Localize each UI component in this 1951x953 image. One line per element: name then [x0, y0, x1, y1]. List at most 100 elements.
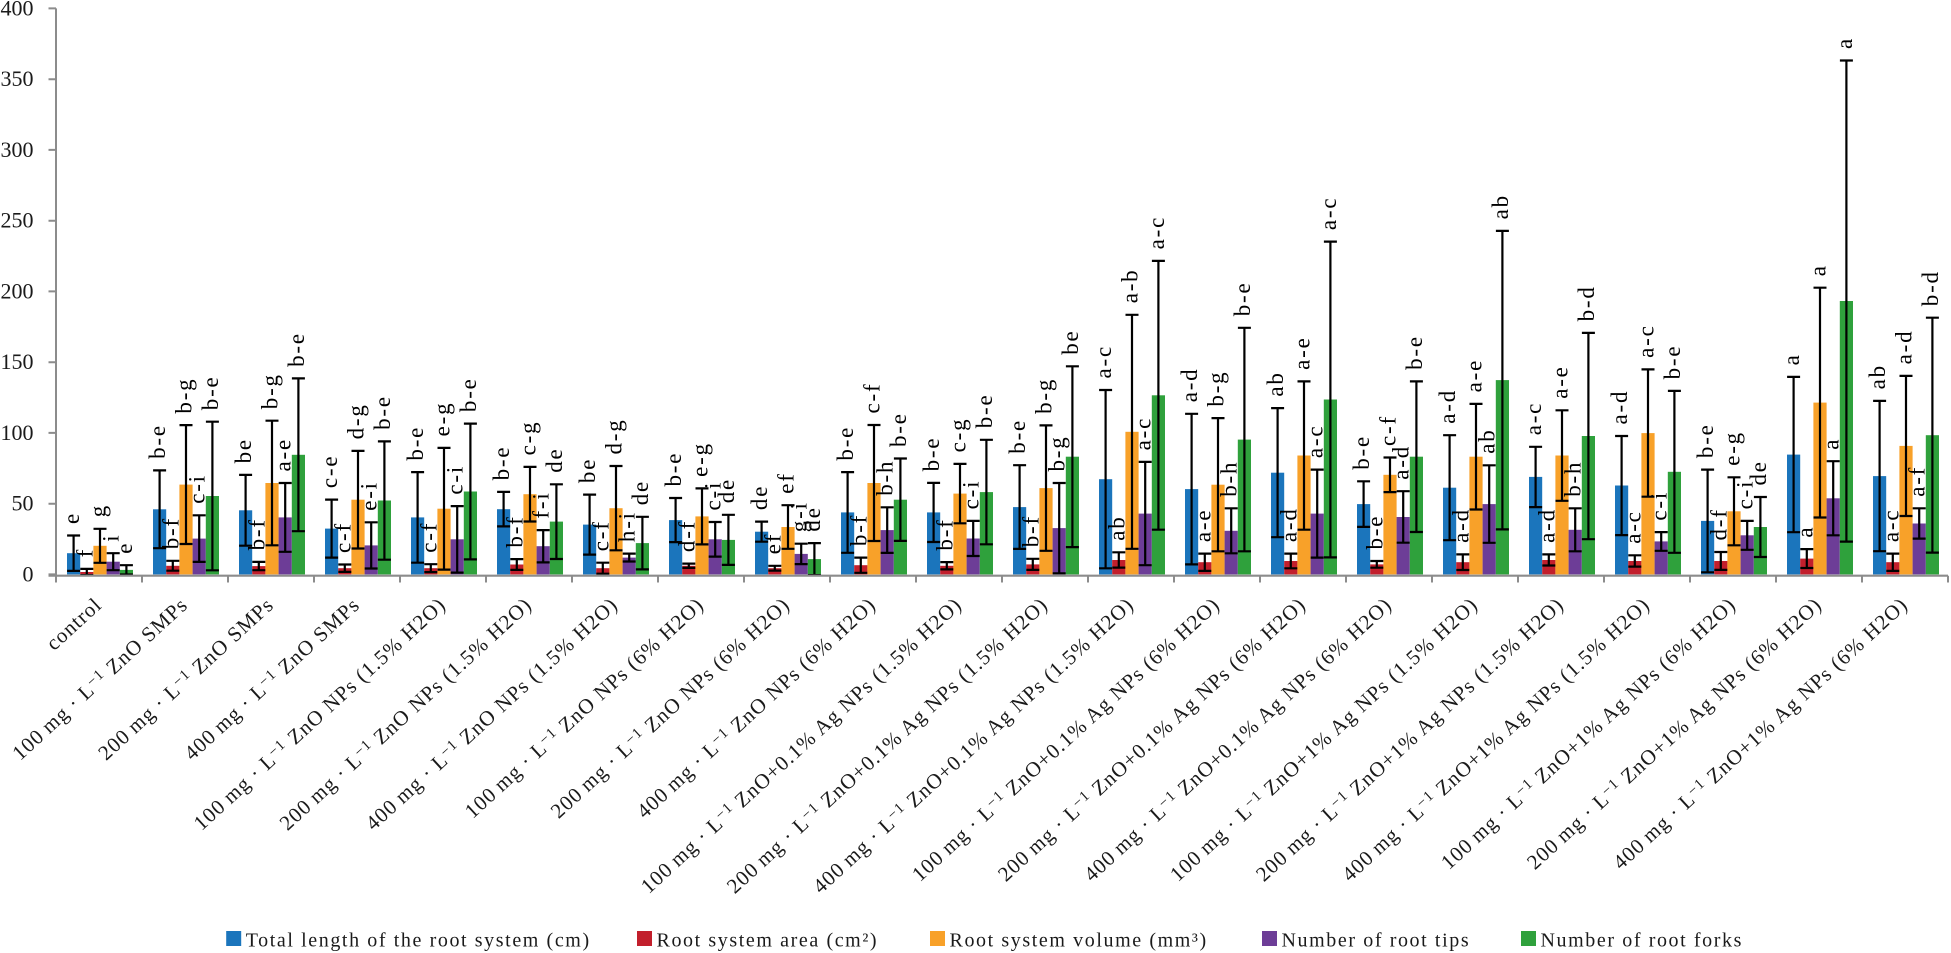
- svg-text:a: a: [1806, 264, 1831, 276]
- svg-text:a: a: [1819, 438, 1844, 450]
- svg-text:b-f: b-f: [932, 518, 957, 550]
- svg-text:Number of root tips: Number of root tips: [1282, 930, 1471, 952]
- svg-text:b-h: b-h: [873, 460, 898, 496]
- svg-text:a-e: a-e: [271, 438, 296, 471]
- svg-text:Root system volume (mm³): Root system volume (mm³): [950, 930, 1208, 952]
- svg-text:b-e: b-e: [972, 394, 997, 429]
- svg-text:b-e: b-e: [284, 332, 309, 367]
- svg-text:e-i: e-i: [357, 481, 382, 511]
- svg-text:a: a: [1779, 353, 1804, 365]
- svg-text:de: de: [628, 480, 653, 505]
- svg-text:c-i: c-i: [959, 480, 984, 510]
- svg-text:a-d: a-d: [1276, 507, 1301, 542]
- svg-text:b-e: b-e: [1660, 345, 1685, 380]
- svg-text:a-c: a-c: [1091, 345, 1116, 378]
- svg-text:b-e: b-e: [886, 412, 911, 447]
- svg-text:250: 250: [1, 208, 34, 233]
- svg-text:ab: ab: [1104, 515, 1129, 540]
- svg-text:d-f: d-f: [674, 520, 699, 552]
- svg-text:c-f: c-f: [588, 520, 613, 551]
- svg-text:c-g: c-g: [946, 418, 971, 453]
- svg-text:b-e: b-e: [456, 377, 481, 412]
- svg-text:b-e: b-e: [1362, 515, 1387, 550]
- svg-text:a-c: a-c: [1303, 425, 1328, 458]
- svg-text:300: 300: [1, 137, 34, 162]
- svg-text:c-i: c-i: [443, 465, 468, 495]
- svg-text:a-c: a-c: [1316, 197, 1341, 230]
- svg-text:b-e: b-e: [919, 437, 944, 472]
- svg-text:50: 50: [12, 491, 34, 516]
- svg-text:b-e: b-e: [1349, 435, 1374, 470]
- svg-text:b-e: b-e: [489, 446, 514, 481]
- svg-text:ab: ab: [1488, 194, 1513, 219]
- svg-text:b-e: b-e: [1005, 419, 1030, 454]
- svg-text:a: a: [1832, 37, 1857, 49]
- svg-text:c-f: c-f: [860, 383, 885, 414]
- svg-text:b-h: b-h: [1217, 461, 1242, 497]
- svg-text:be: be: [1058, 329, 1083, 354]
- svg-text:b-e: b-e: [145, 424, 170, 459]
- svg-text:a-d: a-d: [1607, 390, 1632, 425]
- svg-text:b-f: b-f: [846, 514, 871, 546]
- svg-text:e-g: e-g: [1720, 431, 1745, 466]
- svg-text:b-e: b-e: [198, 375, 223, 410]
- svg-text:a-e: a-e: [1190, 509, 1215, 542]
- svg-text:i: i: [99, 533, 124, 541]
- svg-text:ef: ef: [760, 533, 785, 554]
- svg-text:a-f: a-f: [1905, 466, 1930, 497]
- svg-text:c-f: c-f: [330, 522, 355, 553]
- svg-text:f-i: f-i: [529, 491, 554, 518]
- svg-text:150: 150: [1, 349, 34, 374]
- svg-text:a-c: a-c: [1521, 402, 1546, 435]
- svg-text:b-e: b-e: [1402, 335, 1427, 370]
- svg-text:Root system area (cm²): Root system area (cm²): [657, 930, 879, 952]
- svg-text:b-f: b-f: [1018, 515, 1043, 547]
- svg-text:de: de: [714, 478, 739, 503]
- svg-text:b-f: b-f: [158, 517, 183, 549]
- svg-text:d-f: d-f: [1706, 508, 1731, 540]
- svg-text:a: a: [1792, 526, 1817, 538]
- svg-text:a-c: a-c: [1144, 216, 1169, 249]
- svg-text:ef: ef: [774, 472, 799, 493]
- svg-text:e-g: e-g: [430, 402, 455, 437]
- svg-text:a-d: a-d: [1435, 389, 1460, 424]
- svg-text:a-d: a-d: [1448, 508, 1473, 543]
- svg-text:a-d: a-d: [1534, 508, 1559, 543]
- svg-text:f: f: [72, 548, 97, 557]
- svg-text:a-e: a-e: [1462, 359, 1487, 392]
- svg-text:c-g: c-g: [516, 421, 541, 456]
- svg-text:ab: ab: [1865, 364, 1890, 389]
- svg-text:350: 350: [1, 66, 34, 91]
- svg-text:b-e: b-e: [370, 395, 395, 430]
- svg-text:b-g: b-g: [258, 373, 283, 409]
- svg-text:a-d: a-d: [1177, 368, 1202, 403]
- svg-text:Number of root forks: Number of root forks: [1541, 930, 1744, 952]
- svg-text:ab: ab: [1475, 428, 1500, 453]
- svg-text:a-d: a-d: [1389, 445, 1414, 480]
- svg-text:g: g: [86, 504, 111, 517]
- svg-text:c-f: c-f: [1376, 415, 1401, 446]
- svg-text:a-d: a-d: [1892, 330, 1917, 365]
- svg-text:de: de: [542, 447, 567, 472]
- svg-text:Total length of the root syste: Total length of the root system (cm): [246, 930, 591, 952]
- svg-text:b-e: b-e: [833, 426, 858, 461]
- svg-text:b-h: b-h: [1561, 461, 1586, 497]
- svg-text:e: e: [59, 512, 84, 524]
- svg-text:b-e: b-e: [1230, 282, 1255, 317]
- svg-text:c-i: c-i: [701, 481, 726, 511]
- svg-text:d-g: d-g: [602, 418, 627, 454]
- svg-text:de: de: [1746, 460, 1771, 485]
- svg-text:b-g: b-g: [1204, 371, 1229, 407]
- svg-text:be: be: [575, 458, 600, 483]
- svg-text:b-g: b-g: [1032, 378, 1057, 414]
- svg-text:a-e: a-e: [1290, 336, 1315, 369]
- svg-text:c-e: c-e: [317, 455, 342, 488]
- svg-text:b-e: b-e: [1693, 423, 1718, 458]
- svg-text:a-c: a-c: [1131, 417, 1156, 450]
- svg-text:h-i: h-i: [615, 511, 640, 542]
- svg-text:c-i: c-i: [1647, 491, 1672, 521]
- svg-text:a-e: a-e: [1548, 365, 1573, 398]
- svg-text:100: 100: [1, 420, 34, 445]
- svg-text:a-c: a-c: [1634, 324, 1659, 357]
- svg-text:200: 200: [1, 278, 34, 303]
